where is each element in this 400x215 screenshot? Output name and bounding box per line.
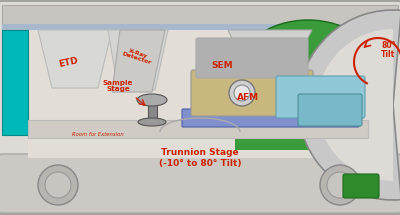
Bar: [28, 120, 368, 158]
Bar: [28, 120, 368, 138]
Polygon shape: [108, 30, 168, 90]
Polygon shape: [38, 30, 112, 88]
Ellipse shape: [138, 118, 166, 126]
Text: ETD: ETD: [57, 55, 79, 68]
FancyBboxPatch shape: [343, 174, 379, 198]
FancyBboxPatch shape: [276, 76, 365, 118]
Ellipse shape: [236, 20, 380, 130]
Text: X-Ray
Detector: X-Ray Detector: [121, 46, 153, 66]
Text: SEM: SEM: [211, 61, 233, 71]
FancyBboxPatch shape: [196, 38, 308, 78]
Circle shape: [327, 172, 353, 198]
Wedge shape: [317, 29, 393, 181]
Text: Sample
Stage: Sample Stage: [103, 80, 133, 92]
FancyBboxPatch shape: [191, 70, 313, 116]
FancyBboxPatch shape: [298, 94, 362, 126]
Text: Room for Extension: Room for Extension: [72, 132, 124, 137]
Bar: [148, 100, 157, 124]
Polygon shape: [112, 30, 165, 92]
Text: AFM: AFM: [237, 94, 259, 103]
FancyBboxPatch shape: [182, 109, 359, 127]
Text: Trunnion Stage
(-10° to 80° Tilt): Trunnion Stage (-10° to 80° Tilt): [159, 148, 241, 168]
Bar: [2, 30, 28, 135]
Circle shape: [38, 165, 78, 205]
Polygon shape: [228, 30, 312, 72]
Bar: [2, 5, 398, 25]
Ellipse shape: [137, 94, 167, 106]
Circle shape: [320, 165, 360, 205]
FancyBboxPatch shape: [0, 154, 400, 213]
Bar: [235, 30, 380, 150]
Circle shape: [229, 80, 255, 106]
Bar: [2, 24, 398, 30]
Bar: [28, 30, 368, 158]
Wedge shape: [298, 10, 400, 200]
Circle shape: [234, 85, 250, 101]
Text: 80°
Tilt: 80° Tilt: [381, 41, 395, 59]
Circle shape: [45, 172, 71, 198]
